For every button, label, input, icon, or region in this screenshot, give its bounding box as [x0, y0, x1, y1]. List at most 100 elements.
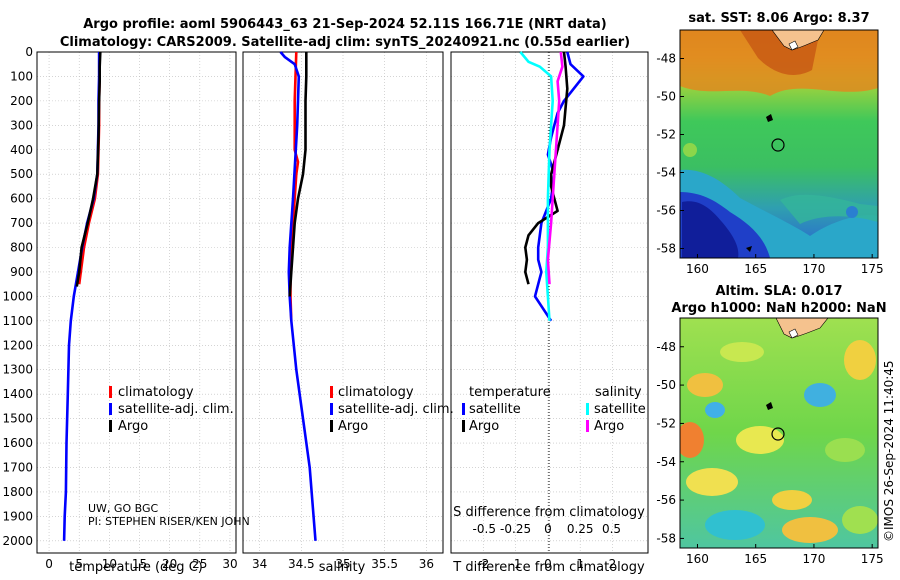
sst-map-panel: sat. SST: 8.06 Argo: 8.37 160 165 170 175 -4…: [656, 11, 883, 276]
secondary-x-tick-label: 0.25: [567, 522, 594, 536]
salinity-difference-axis-label: S difference from climatology: [453, 505, 645, 520]
x-tick-label: 36: [419, 557, 434, 571]
difference-legend: temperature salinity satellite Argo sate…: [462, 385, 646, 434]
y-tick-label: 1100: [2, 314, 33, 328]
argo-position-marker: [771, 138, 785, 152]
x-tick-label: -1: [510, 557, 522, 571]
legend-label-sal-argo: Argo: [594, 419, 624, 434]
sla-map-panel: Altim. SLA: 0.017 Argo h1000: NaN h2000:…: [656, 284, 886, 566]
legend-swatch-sal-satellite: [586, 403, 589, 415]
difference-tick-labels: -2 -1 0 1 2: [477, 557, 616, 571]
y-tick-label: 1800: [2, 485, 33, 499]
salinity-plot-frame: [242, 51, 444, 554]
y-tick-label: 0: [25, 45, 33, 59]
temperature-panel: 0100200300400500600700800900100011001200…: [2, 45, 249, 575]
map-x-tick-label: 170: [802, 552, 825, 566]
x-tick-label: 35: [335, 557, 350, 571]
secondary-x-tick-label: 0: [544, 522, 552, 536]
legend-label-climatology: climatology: [338, 385, 414, 400]
legend-swatch-sal-argo: [586, 420, 589, 432]
x-tick-label: 15: [132, 557, 147, 571]
sst-map-frame: [679, 29, 879, 259]
legend-label-climatology: climatology: [118, 385, 194, 400]
map-x-tick-label: 170: [802, 262, 825, 276]
map-y-tick-label: -58: [656, 531, 676, 545]
map-y-tick-label: -56: [656, 204, 676, 218]
x-tick-label: 34: [252, 557, 267, 571]
temperature-legend: climatology satellite-adj. clim. Argo: [109, 385, 234, 434]
legend-label-satellite: satellite-adj. clim.: [338, 402, 454, 417]
x-tick-label: 5: [75, 557, 83, 571]
y-tick-label: 200: [10, 94, 33, 108]
argo-position-marker: [771, 427, 785, 441]
y-tick-label: 1600: [2, 436, 33, 450]
salinity-difference-tick-labels: -0.5 -0.25 0 0.25 0.5: [473, 522, 622, 536]
salinity-grid: [243, 51, 443, 553]
secondary-x-tick-label: -0.5: [473, 522, 496, 536]
map-y-tick-label: -56: [656, 493, 676, 507]
x-tick-label: 2: [609, 557, 617, 571]
temperature-tick-labels: 0 5 10 15 20 25 30: [45, 557, 237, 571]
legend-swatch-climatology: [330, 386, 333, 398]
pi-line-2: PI: STEPHEN RISER/KEN JOHN: [88, 515, 250, 528]
y-tick-label: 1700: [2, 460, 33, 474]
x-tick-label: 34.5: [288, 557, 315, 571]
y-tick-label: 1000: [2, 289, 33, 303]
series-line-salinity-satellite: [519, 51, 555, 321]
y-tick-label: 1900: [2, 509, 33, 523]
map-x-tick-label: 175: [861, 262, 884, 276]
sla-map-title-line2: Argo h1000: NaN h2000: NaN: [671, 301, 886, 316]
legend-swatch-temp-satellite: [462, 403, 465, 415]
salinity-axis-label: salinity: [319, 560, 366, 575]
series-line-argo: [75, 51, 102, 287]
series-line-salinity-argo: [546, 51, 564, 285]
temperature-plot-frame: [36, 51, 237, 554]
y-tick-label: 500: [10, 167, 33, 181]
map-y-tick-label: -48: [656, 52, 676, 66]
y-tick-label: 1500: [2, 412, 33, 426]
y-tick-label: 600: [10, 192, 33, 206]
y-tick-label: 1300: [2, 363, 33, 377]
depth-tick-labels: 0 100 200 300 400 500 600 700 800 900 1000 1100 1200…: [2, 45, 33, 548]
x-tick-label: 30: [222, 557, 237, 571]
map-y-tick-label: -54: [656, 166, 676, 180]
sla-field: [680, 318, 878, 548]
map-x-tick-label: 165: [744, 262, 767, 276]
secondary-x-tick-label: 0.5: [602, 522, 621, 536]
legend-swatch-climatology: [109, 386, 112, 398]
legend-label-argo: Argo: [338, 419, 368, 434]
temperature-series: [62, 51, 102, 541]
figure-title-line1: Argo profile: aoml 5906443_63 21-Sep-202…: [83, 17, 607, 32]
y-tick-label: 700: [10, 216, 33, 230]
series-line-satellite-adj-clim-: [279, 51, 317, 541]
difference-grid: [451, 51, 648, 553]
timestamp: ©IMOS 26-Sep-2024 11:40:45: [882, 360, 896, 542]
sla-map-frame: [679, 317, 879, 549]
map-y-tick-label: -50: [656, 378, 676, 392]
legend-label-temp-satellite: satellite: [469, 402, 521, 417]
salinity-series: [279, 51, 317, 541]
sst-map-tick-labels: 160 165 170 175 -48 -50 -52 -54 -56 -58: [656, 52, 883, 277]
y-tick-label: 1200: [2, 338, 33, 352]
map-y-tick-label: -58: [656, 242, 676, 256]
sst-field: [680, 30, 878, 258]
x-tick-label: 1: [576, 557, 584, 571]
series-line-temperature-argo: [523, 51, 569, 285]
series-line-argo: [288, 52, 308, 297]
legend-swatch-satellite: [330, 403, 333, 415]
salinity-legend: climatology satellite-adj. clim. Argo: [330, 385, 454, 434]
difference-series: [519, 51, 585, 322]
x-tick-label: -2: [477, 557, 489, 571]
y-tick-label: 400: [10, 143, 33, 157]
x-tick-label: 25: [192, 557, 207, 571]
y-tick-label: 2000: [2, 534, 33, 548]
x-tick-label: 20: [162, 557, 177, 571]
legend-header-temperature: temperature: [469, 385, 551, 400]
secondary-x-tick-label: -0.25: [500, 522, 531, 536]
map-y-tick-label: -48: [656, 340, 676, 354]
figure-title-line2: Climatology: CARS2009. Satellite-adj cli…: [60, 35, 630, 50]
sla-map-title-line1: Altim. SLA: 0.017: [716, 284, 843, 299]
y-tick-label: 300: [10, 118, 33, 132]
map-x-tick-label: 160: [686, 262, 709, 276]
